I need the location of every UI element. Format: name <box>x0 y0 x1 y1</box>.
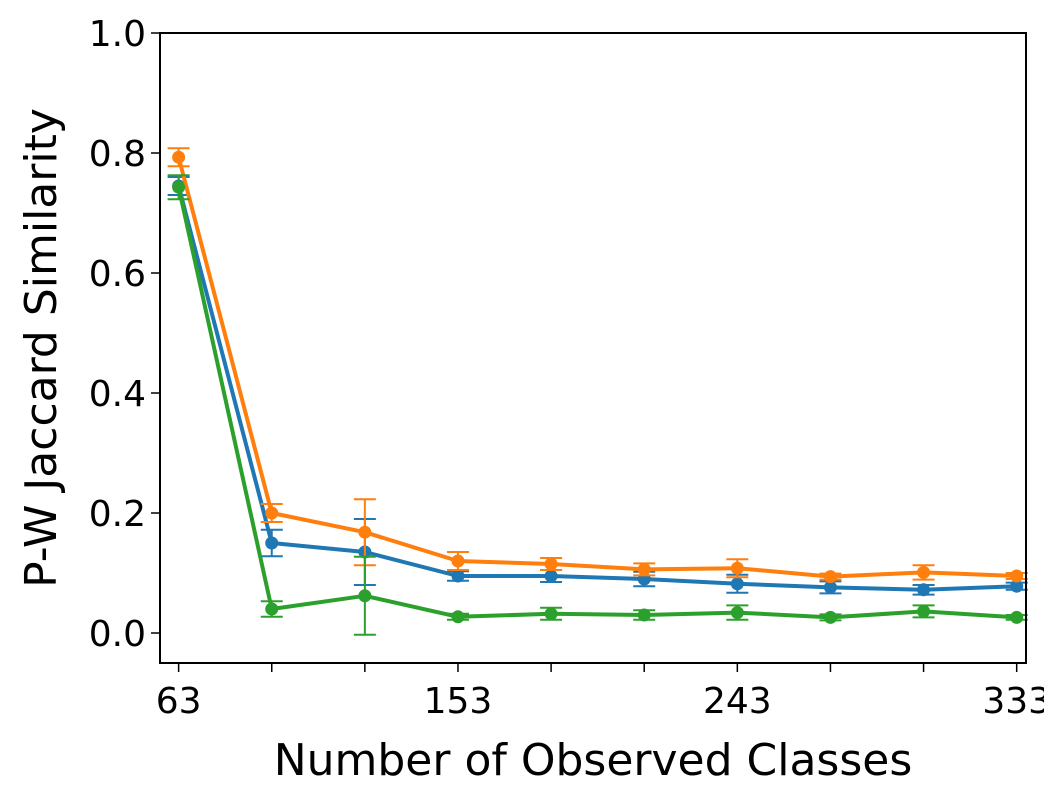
series-1-point-6 <box>730 561 744 575</box>
series-0-point-4 <box>544 569 558 583</box>
series-1-point-1 <box>265 506 279 520</box>
series-2-line <box>176 186 1017 620</box>
series-2-point-2 <box>358 589 372 603</box>
series-2 <box>167 174 1028 636</box>
series-0-point-1 <box>265 536 279 550</box>
x-tick-label-1: 153 <box>424 681 493 722</box>
y-tick-label-1: 0.2 <box>89 494 146 535</box>
series-1-point-8 <box>917 565 931 579</box>
series-2-point-5 <box>637 608 651 622</box>
series-1-point-4 <box>544 557 558 571</box>
series-1-point-7 <box>823 570 837 584</box>
series-1-point-3 <box>451 554 465 568</box>
y-axis-title: P-W Jaccard Similarity <box>16 108 67 588</box>
series-0 <box>167 176 1028 597</box>
y-tick-label-4: 0.8 <box>89 134 146 175</box>
series-0-line <box>176 185 1017 592</box>
series-1 <box>167 147 1028 584</box>
x-axis-title: Number of Observed Classes <box>274 735 913 786</box>
x-axis: 63 153 243 333 <box>156 663 1044 722</box>
series-0-point-9 <box>1010 579 1024 593</box>
series-0-point-3 <box>451 569 465 583</box>
plot-frame <box>159 32 1027 664</box>
series-2-point-7 <box>823 610 837 624</box>
series-1-point-2 <box>358 525 372 539</box>
series-layer <box>167 147 1028 636</box>
y-tick-label-0: 0.0 <box>89 614 146 655</box>
y-axis: 0.0 0.2 0.4 0.6 0.8 1.0 <box>89 14 160 655</box>
series-0-point-6 <box>730 577 744 591</box>
series-2-point-0 <box>172 180 186 194</box>
series-1-point-9 <box>1010 569 1024 583</box>
y-tick-label-3: 0.6 <box>89 254 146 295</box>
series-2-point-6 <box>730 606 744 620</box>
x-tick-label-2: 243 <box>703 681 772 722</box>
series-2-point-1 <box>265 602 279 616</box>
y-tick-label-2: 0.4 <box>89 374 146 415</box>
series-2-point-3 <box>451 610 465 624</box>
series-1-line <box>176 156 1017 579</box>
series-1-point-0 <box>172 150 186 164</box>
x-tick-label-3: 333 <box>982 681 1044 722</box>
series-0-point-7 <box>823 580 837 594</box>
series-2-point-9 <box>1010 610 1024 624</box>
x-tick-label-0: 63 <box>156 681 202 722</box>
series-2-point-4 <box>544 607 558 621</box>
y-tick-label-5: 1.0 <box>89 14 146 55</box>
series-0-point-8 <box>917 583 931 597</box>
series-2-point-8 <box>917 604 931 618</box>
series-1-point-5 <box>637 562 651 576</box>
